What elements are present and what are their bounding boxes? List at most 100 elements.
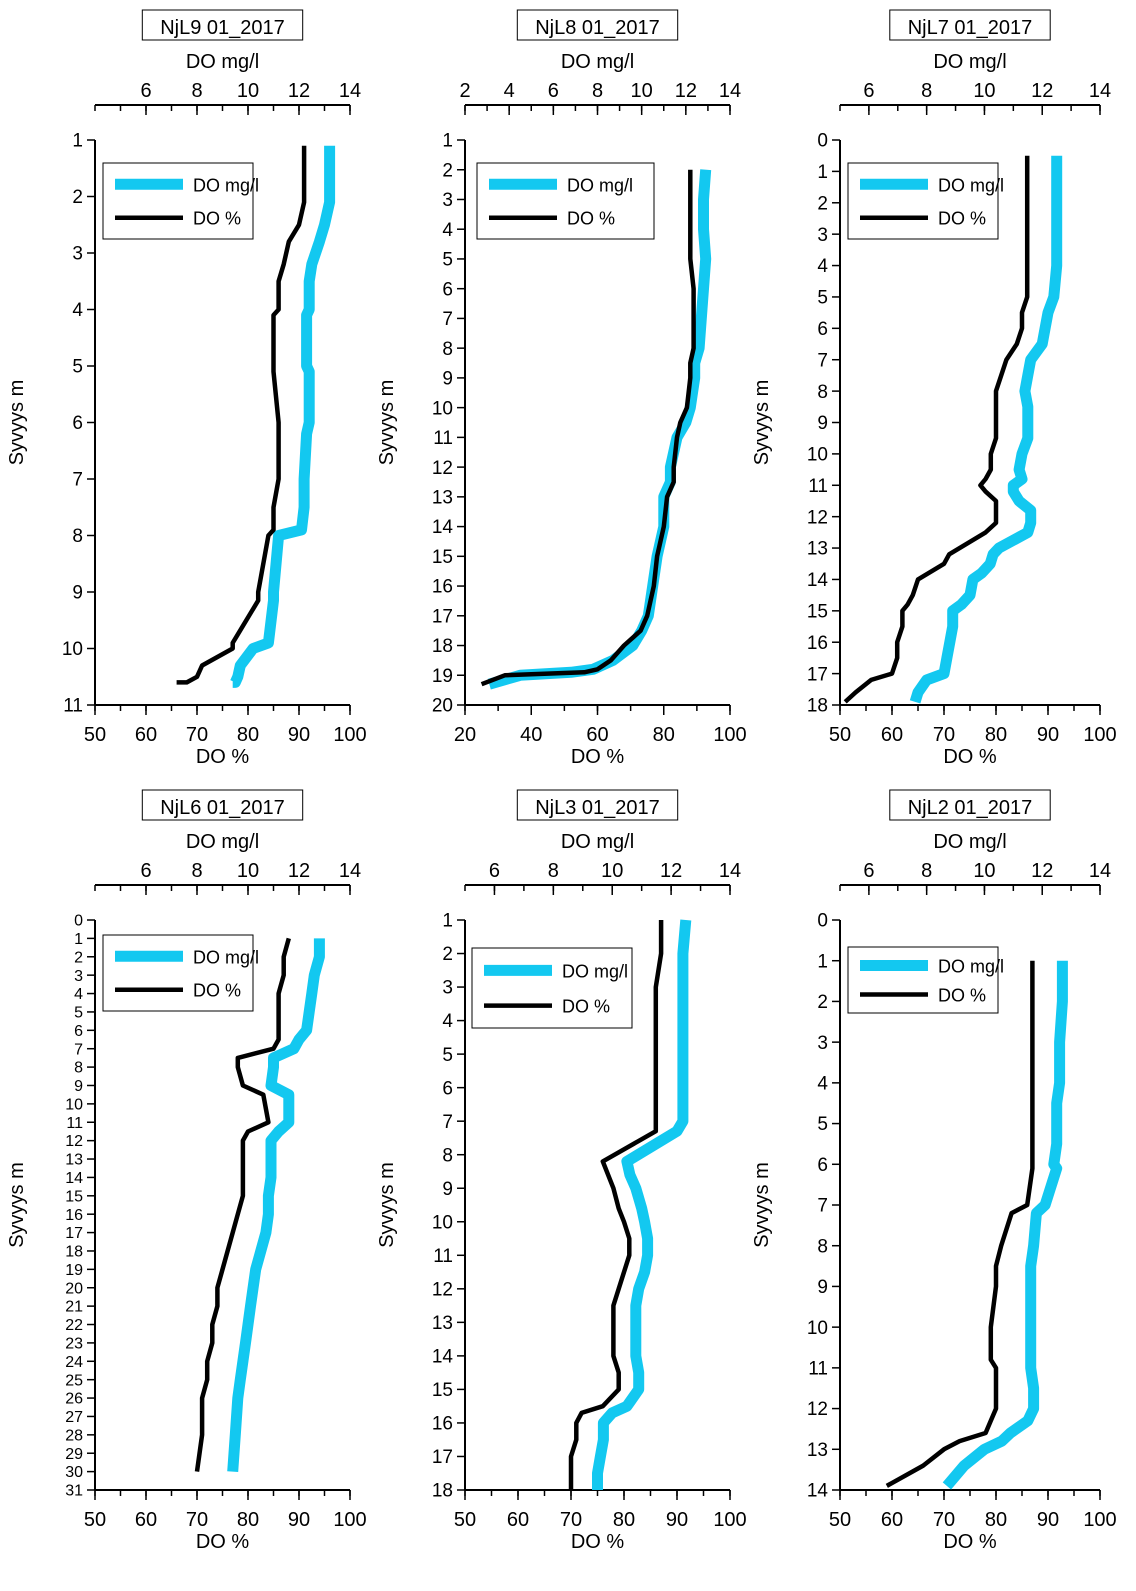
y-tick-label: 11 bbox=[808, 476, 828, 497]
x-bottom-tick-label: 80 bbox=[237, 1509, 259, 1531]
y-tick-label: 16 bbox=[65, 1207, 83, 1224]
y-tick-label: 7 bbox=[74, 1041, 83, 1058]
x-bottom-tick-label: 40 bbox=[520, 724, 542, 746]
y-tick-label: 12 bbox=[65, 1133, 83, 1150]
series-line-do-pct bbox=[887, 961, 1033, 1486]
y-tick-label: 20 bbox=[432, 696, 453, 717]
y-tick-label: 5 bbox=[74, 1005, 83, 1022]
y-tick-label: 8 bbox=[72, 526, 83, 547]
y-tick-label: 13 bbox=[807, 1440, 828, 1461]
y-tick-label: 4 bbox=[74, 986, 83, 1003]
y-tick-label: 9 bbox=[442, 1179, 453, 1200]
y-tick-label: 5 bbox=[442, 1045, 453, 1066]
y-tick-label: 8 bbox=[442, 339, 453, 360]
y-tick-label: 5 bbox=[817, 288, 828, 309]
y-tick-label: 11 bbox=[66, 1115, 83, 1132]
legend-label-do-mgl: DO mg/l bbox=[562, 961, 628, 981]
chart-panel: NjL3 01_20171234567891011121314151617185… bbox=[376, 790, 747, 1553]
x-top-tick-label: 12 bbox=[288, 80, 310, 102]
y-tick-label: 3 bbox=[817, 1033, 828, 1054]
y-tick-label: 18 bbox=[65, 1244, 83, 1261]
y-tick-label: 1 bbox=[817, 951, 828, 972]
x-top-tick-label: 10 bbox=[237, 860, 259, 882]
y-tick-label: 6 bbox=[74, 1023, 83, 1040]
y-tick-label: 9 bbox=[72, 583, 83, 604]
y-tick-label: 7 bbox=[442, 1112, 453, 1133]
y-tick-label: 14 bbox=[807, 570, 829, 591]
y-tick-label: 3 bbox=[74, 968, 83, 985]
y-tick-label: 6 bbox=[72, 413, 83, 434]
y-tick-label: 5 bbox=[817, 1114, 828, 1135]
x-top-tick-label: 4 bbox=[504, 80, 515, 102]
legend-label-do-pct: DO % bbox=[567, 209, 615, 229]
y-tick-label: 11 bbox=[63, 696, 83, 717]
y-tick-label: 0 bbox=[817, 131, 828, 152]
y-tick-label: 7 bbox=[817, 1196, 828, 1217]
y-tick-label: 0 bbox=[817, 911, 828, 932]
y-tick-label: 9 bbox=[442, 369, 453, 390]
x-bottom-tick-label: 60 bbox=[881, 724, 903, 746]
y-tick-label: 14 bbox=[65, 1170, 83, 1187]
x-bottom-tick-label: 60 bbox=[586, 724, 608, 746]
y-tick-label: 8 bbox=[817, 1236, 828, 1257]
y-tick-label: 2 bbox=[74, 949, 83, 966]
y-tick-label: 4 bbox=[72, 300, 83, 321]
x-bottom-tick-label: 90 bbox=[1037, 724, 1059, 746]
x-top-tick-label: 12 bbox=[1031, 80, 1053, 102]
y-tick-label: 8 bbox=[817, 382, 828, 403]
y-tick-label: 17 bbox=[807, 664, 828, 685]
y-tick-label: 1 bbox=[442, 911, 453, 932]
x-top-tick-label: 10 bbox=[631, 80, 653, 102]
x-top-tick-label: 14 bbox=[1089, 860, 1111, 882]
y-tick-label: 3 bbox=[72, 244, 83, 265]
y-tick-label: 1 bbox=[442, 131, 453, 152]
y-tick-label: 1 bbox=[72, 131, 83, 152]
legend-label-do-pct: DO % bbox=[938, 986, 986, 1006]
y-tick-label: 6 bbox=[442, 1078, 453, 1099]
y-tick-label: 19 bbox=[432, 666, 453, 687]
y-tick-label: 10 bbox=[65, 1096, 83, 1113]
x-top-tick-label: 6 bbox=[140, 80, 151, 102]
chart-panel: NjL7 01_20170123456789101112131415161718… bbox=[751, 10, 1117, 768]
series-line-do-mgl bbox=[947, 961, 1063, 1486]
legend-label-do-mgl: DO mg/l bbox=[938, 956, 1004, 976]
legend: DO mg/l DO % bbox=[848, 947, 1004, 1013]
x-bottom-tick-label: 90 bbox=[288, 1509, 310, 1531]
x-bottom-tick-label: 60 bbox=[881, 1509, 903, 1531]
y-tick-label: 7 bbox=[817, 350, 828, 371]
y-tick-label: 27 bbox=[65, 1409, 83, 1426]
y-tick-label: 6 bbox=[817, 1155, 828, 1176]
x-top-tick-label: 14 bbox=[1089, 80, 1111, 102]
x-bottom-tick-label: 70 bbox=[186, 1509, 208, 1531]
x-top-tick-label: 8 bbox=[548, 860, 559, 882]
x-top-tick-label: 6 bbox=[489, 860, 500, 882]
x-bottom-axis-label: DO % bbox=[196, 746, 250, 768]
y-tick-label: 7 bbox=[72, 470, 83, 491]
y-tick-label: 11 bbox=[433, 1246, 453, 1267]
y-tick-label: 15 bbox=[432, 547, 453, 568]
x-top-tick-label: 8 bbox=[921, 860, 932, 882]
x-bottom-tick-label: 50 bbox=[454, 1509, 476, 1531]
legend: DO mg/l DO % bbox=[848, 163, 1004, 239]
x-bottom-tick-label: 90 bbox=[1037, 1509, 1059, 1531]
y-tick-label: 9 bbox=[817, 1277, 828, 1298]
y-tick-label: 6 bbox=[817, 319, 828, 340]
y-tick-label: 2 bbox=[817, 193, 828, 214]
x-bottom-tick-label: 50 bbox=[829, 1509, 851, 1531]
y-tick-label: 10 bbox=[62, 639, 83, 660]
y-tick-label: 11 bbox=[433, 428, 453, 449]
x-top-tick-label: 6 bbox=[548, 80, 559, 102]
legend-label-do-mgl: DO mg/l bbox=[193, 947, 259, 967]
x-bottom-tick-label: 100 bbox=[713, 724, 746, 746]
x-top-tick-label: 12 bbox=[288, 860, 310, 882]
x-bottom-tick-label: 70 bbox=[186, 724, 208, 746]
x-top-tick-label: 12 bbox=[675, 80, 697, 102]
x-top-tick-label: 10 bbox=[973, 80, 995, 102]
x-bottom-tick-label: 70 bbox=[933, 1509, 955, 1531]
x-bottom-axis-label: DO % bbox=[943, 1531, 997, 1553]
x-bottom-tick-label: 100 bbox=[1083, 1509, 1116, 1531]
x-top-axis-label: DO mg/l bbox=[561, 51, 634, 73]
x-top-tick-label: 14 bbox=[719, 860, 741, 882]
y-tick-label: 12 bbox=[432, 1279, 453, 1300]
y-tick-label: 0 bbox=[74, 913, 83, 930]
